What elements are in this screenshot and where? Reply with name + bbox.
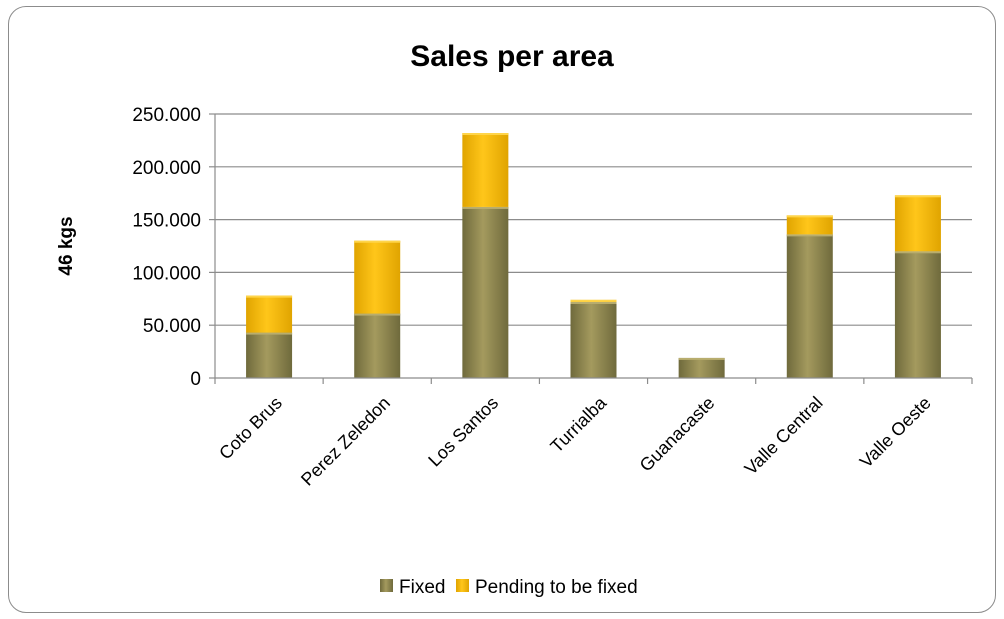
- axes: [209, 113, 973, 384]
- legend-label-fixed: Fixed: [399, 577, 445, 598]
- legend-swatch-fixed: [380, 579, 393, 592]
- bar-cap: [462, 206, 509, 209]
- bar-fixed: [246, 332, 293, 378]
- x-category-label: Valle Oeste: [856, 393, 935, 472]
- x-category-labels: Coto Brus Perez Zeledon Los Santos Turrialb…: [215, 392, 935, 490]
- x-category-label: Coto Brus: [215, 393, 286, 464]
- bar-cap: [786, 215, 833, 218]
- bars: [246, 133, 941, 378]
- x-category-label: Turrialba: [546, 392, 611, 457]
- bar-cap: [354, 240, 401, 243]
- x-category-label: Guanacaste: [636, 393, 719, 476]
- y-tick-label: 0: [190, 369, 201, 390]
- bar-cap: [570, 299, 617, 302]
- legend-swatch-pending: [456, 579, 469, 592]
- bar-pending: [894, 195, 941, 252]
- bar-cap: [246, 332, 293, 335]
- bar-fixed: [786, 234, 833, 378]
- bar-pending: [246, 295, 293, 333]
- bar-cap: [786, 234, 833, 237]
- bar-cap: [894, 251, 941, 254]
- y-tick-label: 100.000: [132, 263, 201, 284]
- bar-cap: [894, 195, 941, 198]
- y-tick-label: 150.000: [132, 211, 201, 232]
- bar-fixed: [678, 357, 725, 378]
- bar-fixed: [462, 206, 509, 378]
- bar-pending: [354, 240, 401, 314]
- y-tick-label: 50.000: [143, 316, 201, 337]
- x-category-label: Valle Central: [741, 393, 827, 479]
- bar-cap: [678, 357, 725, 360]
- bar-pending: [786, 215, 833, 235]
- legend: Fixed Pending to be fixed: [380, 577, 638, 598]
- bar-cap: [462, 133, 509, 136]
- chart-title: Sales per area: [410, 40, 614, 73]
- bar-fixed: [570, 301, 617, 378]
- bar-cap: [246, 295, 293, 298]
- y-axis-label: 46 kgs: [56, 216, 77, 275]
- x-category-label: Perez Zeledon: [297, 393, 394, 490]
- legend-label-pending: Pending to be fixed: [475, 577, 638, 598]
- y-tick-label: 200.000: [132, 158, 201, 179]
- y-tick-labels: 0 50.000 100.000 150.000 200.000 250.000: [132, 105, 201, 390]
- bar-cap: [570, 301, 617, 304]
- bar-pending: [462, 133, 509, 207]
- x-category-label: Los Santos: [424, 393, 502, 471]
- bar-fixed: [894, 251, 941, 378]
- gridlines: [215, 113, 972, 326]
- bar-cap: [354, 313, 401, 316]
- y-tick-label: 250.000: [132, 105, 201, 126]
- bar-fixed: [354, 313, 401, 378]
